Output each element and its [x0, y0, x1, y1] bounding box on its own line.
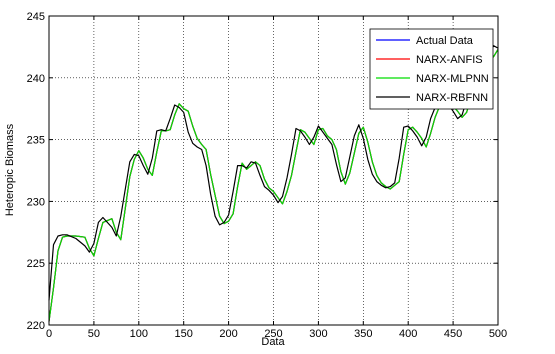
legend-box — [369, 28, 494, 110]
x-tick-label: 50 — [88, 328, 100, 340]
x-tick-label: 100 — [130, 328, 148, 340]
x-tick-label: 0 — [46, 328, 52, 340]
x-tick-label: 500 — [489, 328, 507, 340]
series-line-narx-rbfnn — [48, 45, 499, 301]
legend-label: NARX-MLPNN — [416, 73, 489, 85]
x-tick-label: 300 — [309, 328, 327, 340]
axis-ticks: 0 50 100 150 200 250 300 350 400 450 500 220 225 230 2… — [27, 11, 508, 340]
x-tick-label: 350 — [354, 328, 372, 340]
series-line-narx-mlpnn — [48, 49, 499, 322]
y-tick-label: 240 — [27, 73, 45, 85]
x-axis-label: Data — [261, 336, 285, 348]
y-tick-label: 225 — [27, 258, 45, 270]
legend-label: NARX-RBFNN — [416, 92, 488, 104]
x-tick-label: 200 — [219, 328, 237, 340]
x-tick-label: 250 — [264, 328, 282, 340]
legend-label: Actual Data — [416, 35, 474, 47]
y-tick-label: 245 — [27, 11, 45, 23]
x-tick-label: 150 — [175, 328, 193, 340]
x-tick-label: 450 — [444, 328, 462, 340]
y-tick-label: 230 — [27, 196, 45, 208]
y-axis-label: Heteropic Biomass — [4, 123, 16, 216]
legend-label: NARX-ANFIS — [416, 54, 483, 66]
y-tick-label: 235 — [27, 135, 45, 147]
x-tick-label: 400 — [399, 328, 417, 340]
series-lines — [48, 45, 499, 322]
y-tick-label: 220 — [27, 320, 45, 332]
legend: Actual Data NARX-ANFIS NARX-MLPNN NARX-RBFN… — [369, 28, 494, 110]
